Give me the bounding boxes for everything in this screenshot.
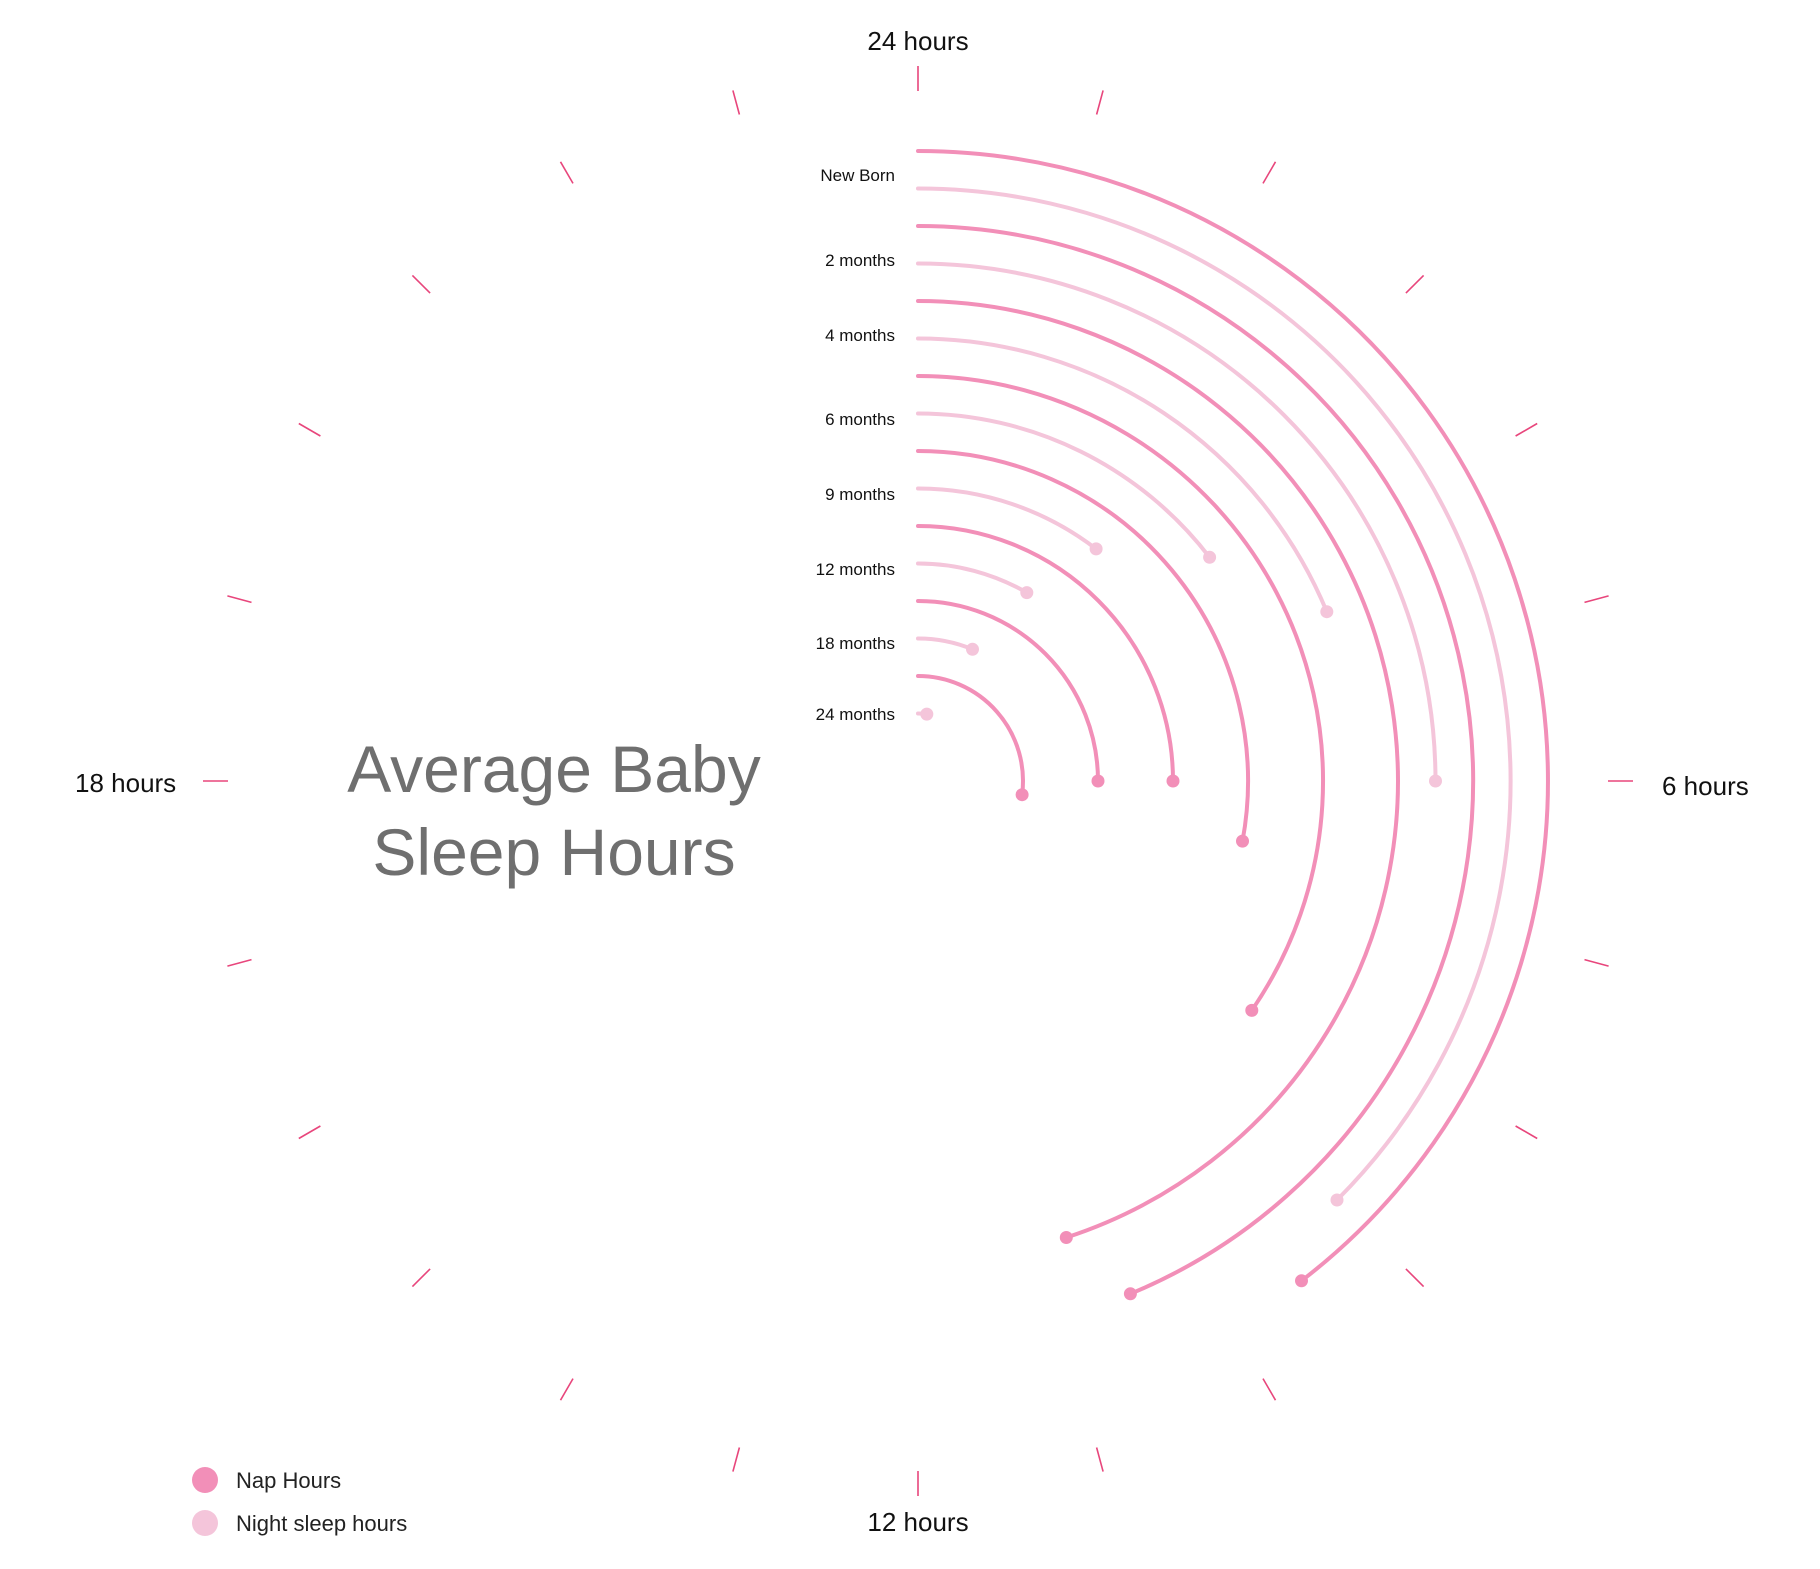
hour-tick xyxy=(227,595,252,604)
sleep-arcs xyxy=(916,149,1550,1301)
legend-nap-label: Nap Hours xyxy=(236,1468,341,1493)
night-end-dot xyxy=(1330,1193,1344,1207)
chart-title-line-2: Sleep Hours xyxy=(372,815,735,889)
hour-tick xyxy=(1095,90,1104,115)
hour-tick xyxy=(1095,1447,1104,1472)
night-arc xyxy=(916,636,975,652)
hour-tick xyxy=(732,1447,741,1472)
nap-end-dot xyxy=(1166,774,1180,788)
hour-label-left: 18 hours xyxy=(75,768,176,798)
night-end-dot xyxy=(1320,605,1334,619)
nap-end-dot xyxy=(1123,1287,1137,1301)
hour-tick xyxy=(1405,274,1425,294)
legend-nap-swatch xyxy=(192,1467,218,1493)
nap-end-dot xyxy=(1245,1003,1259,1017)
night-arc xyxy=(916,561,1029,595)
hour-ticks xyxy=(203,66,1633,1496)
nap-arc xyxy=(916,374,1325,1013)
hour-label-bottom: 12 hours xyxy=(867,1507,968,1537)
chart-title-line-1: Average Baby xyxy=(347,732,760,806)
hour-tick xyxy=(1262,1378,1277,1401)
night-end-dot xyxy=(1429,774,1442,788)
nap-arc xyxy=(916,449,1251,844)
hour-tick xyxy=(227,958,252,967)
nap-end-dot xyxy=(1236,834,1249,848)
age-label: 12 months xyxy=(816,560,895,579)
night-arc xyxy=(916,486,1099,551)
hour-label-right: 6 hours xyxy=(1662,771,1749,801)
hour-tick xyxy=(732,90,741,115)
hour-tick xyxy=(298,422,321,437)
nap-arc xyxy=(916,524,1175,783)
hour-tick xyxy=(411,274,431,294)
hour-tick xyxy=(1515,422,1538,437)
hour-tick xyxy=(1405,1268,1425,1288)
night-arc xyxy=(916,411,1212,560)
nap-arc xyxy=(916,599,1100,783)
hour-tick xyxy=(559,161,574,184)
night-arc xyxy=(916,186,1513,1202)
age-label: 24 months xyxy=(816,705,895,724)
nap-arc xyxy=(916,674,1025,797)
nap-arc xyxy=(916,224,1476,1296)
nap-arc xyxy=(916,299,1400,1240)
hour-label-top: 24 hours xyxy=(867,26,968,56)
night-end-dot xyxy=(1089,542,1103,556)
hour-tick xyxy=(1262,161,1277,184)
night-end-dot xyxy=(1203,550,1217,564)
hour-tick xyxy=(298,1125,321,1140)
nap-end-dot xyxy=(1295,1274,1308,1288)
nap-end-dot xyxy=(1059,1231,1073,1244)
hour-tick xyxy=(559,1378,574,1401)
age-labels: New Born 2 months 4 months 6 months 9 months… xyxy=(816,166,895,724)
age-label: 6 months xyxy=(825,410,895,429)
legend-night-swatch xyxy=(192,1510,218,1536)
legend-night-label: Night sleep hours xyxy=(236,1511,407,1536)
nap-end-dot xyxy=(1091,774,1105,788)
hour-tick xyxy=(411,1268,431,1288)
nap-end-dot xyxy=(1015,788,1029,802)
age-label: 9 months xyxy=(825,485,895,504)
night-arc xyxy=(916,261,1438,783)
age-label: 2 months xyxy=(825,251,895,270)
hour-tick xyxy=(1584,595,1609,604)
night-end-dot xyxy=(966,642,979,656)
night-arc xyxy=(916,336,1329,614)
legend: Nap Hours Night sleep hours xyxy=(192,1467,407,1536)
night-end-dot xyxy=(920,707,934,721)
age-label: 4 months xyxy=(825,326,895,345)
hour-tick xyxy=(1584,958,1609,967)
nap-arc xyxy=(916,149,1550,1283)
night-end-dot xyxy=(1020,586,1034,600)
age-label: New Born xyxy=(820,166,895,185)
age-label: 18 months xyxy=(816,634,895,653)
hour-tick xyxy=(1515,1125,1538,1140)
